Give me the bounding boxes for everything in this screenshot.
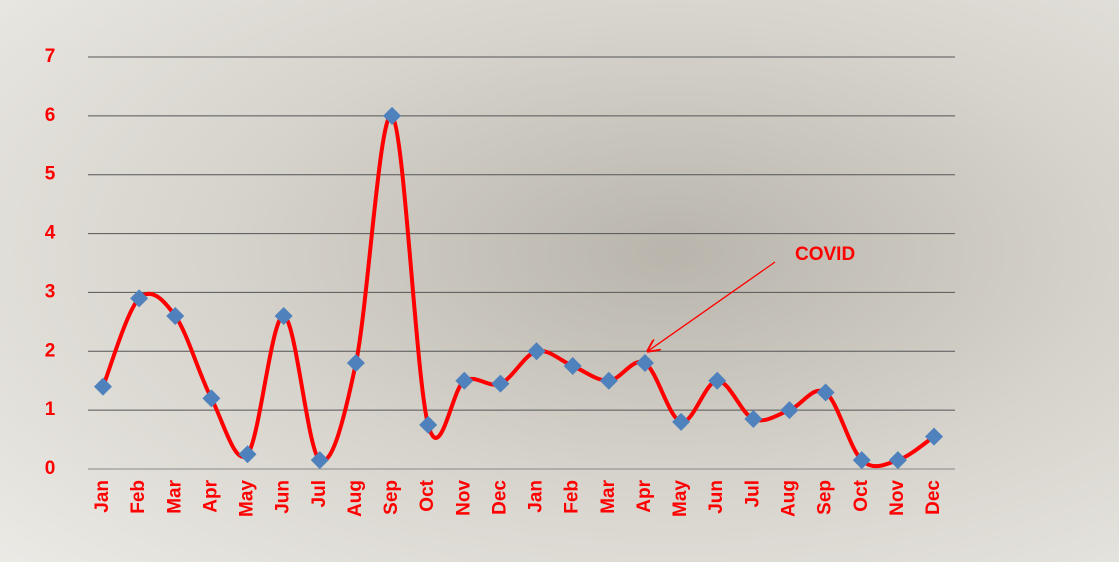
annotation: COVID [795,244,855,265]
x-tick-label: Jan [92,480,113,513]
y-tick-label: 2 [45,340,56,361]
x-tick-label: May [670,480,691,517]
x-tick-label: Jul [309,480,330,507]
x-tick-label: Sep [815,480,836,515]
x-tick-label: Jun [273,480,294,514]
x-tick-label: Oct [851,479,872,511]
y-tick-label: 4 [45,223,56,244]
x-tick-label: Dec [489,480,510,515]
y-tick-label: 7 [45,46,56,67]
x-tick-label: Mar [164,479,185,513]
x-tick-label: Jul [742,480,763,507]
background [0,0,1119,562]
x-tick-label: Jun [706,480,727,514]
x-tick-label: Feb [128,480,149,514]
x-tick-label: Mar [598,479,619,513]
x-tick-label: Nov [887,480,908,516]
x-tick-label: Nov [453,480,474,516]
y-tick-label: 3 [45,281,56,302]
x-tick-label: Aug [345,480,366,517]
x-tick-label: Dec [923,480,944,515]
y-tick-label: 6 [45,105,56,126]
x-tick-label: Apr [634,479,655,512]
y-tick-label: 0 [45,458,56,479]
y-tick-label: 5 [45,164,56,185]
x-tick-label: Apr [200,479,221,512]
x-tick-label: Jan [526,480,547,513]
x-tick-label: Feb [562,480,583,514]
x-tick-label: May [237,480,258,517]
x-tick-label: Oct [417,479,438,511]
y-tick-label: 1 [45,399,56,420]
x-tick-label: Sep [381,480,402,515]
chart: 0 1 2 3 4 5 6 7 Jan Feb Mar Apr May Jun Jul Aug Sep Oct No… [0,0,1119,562]
x-tick-label: Aug [778,480,799,517]
